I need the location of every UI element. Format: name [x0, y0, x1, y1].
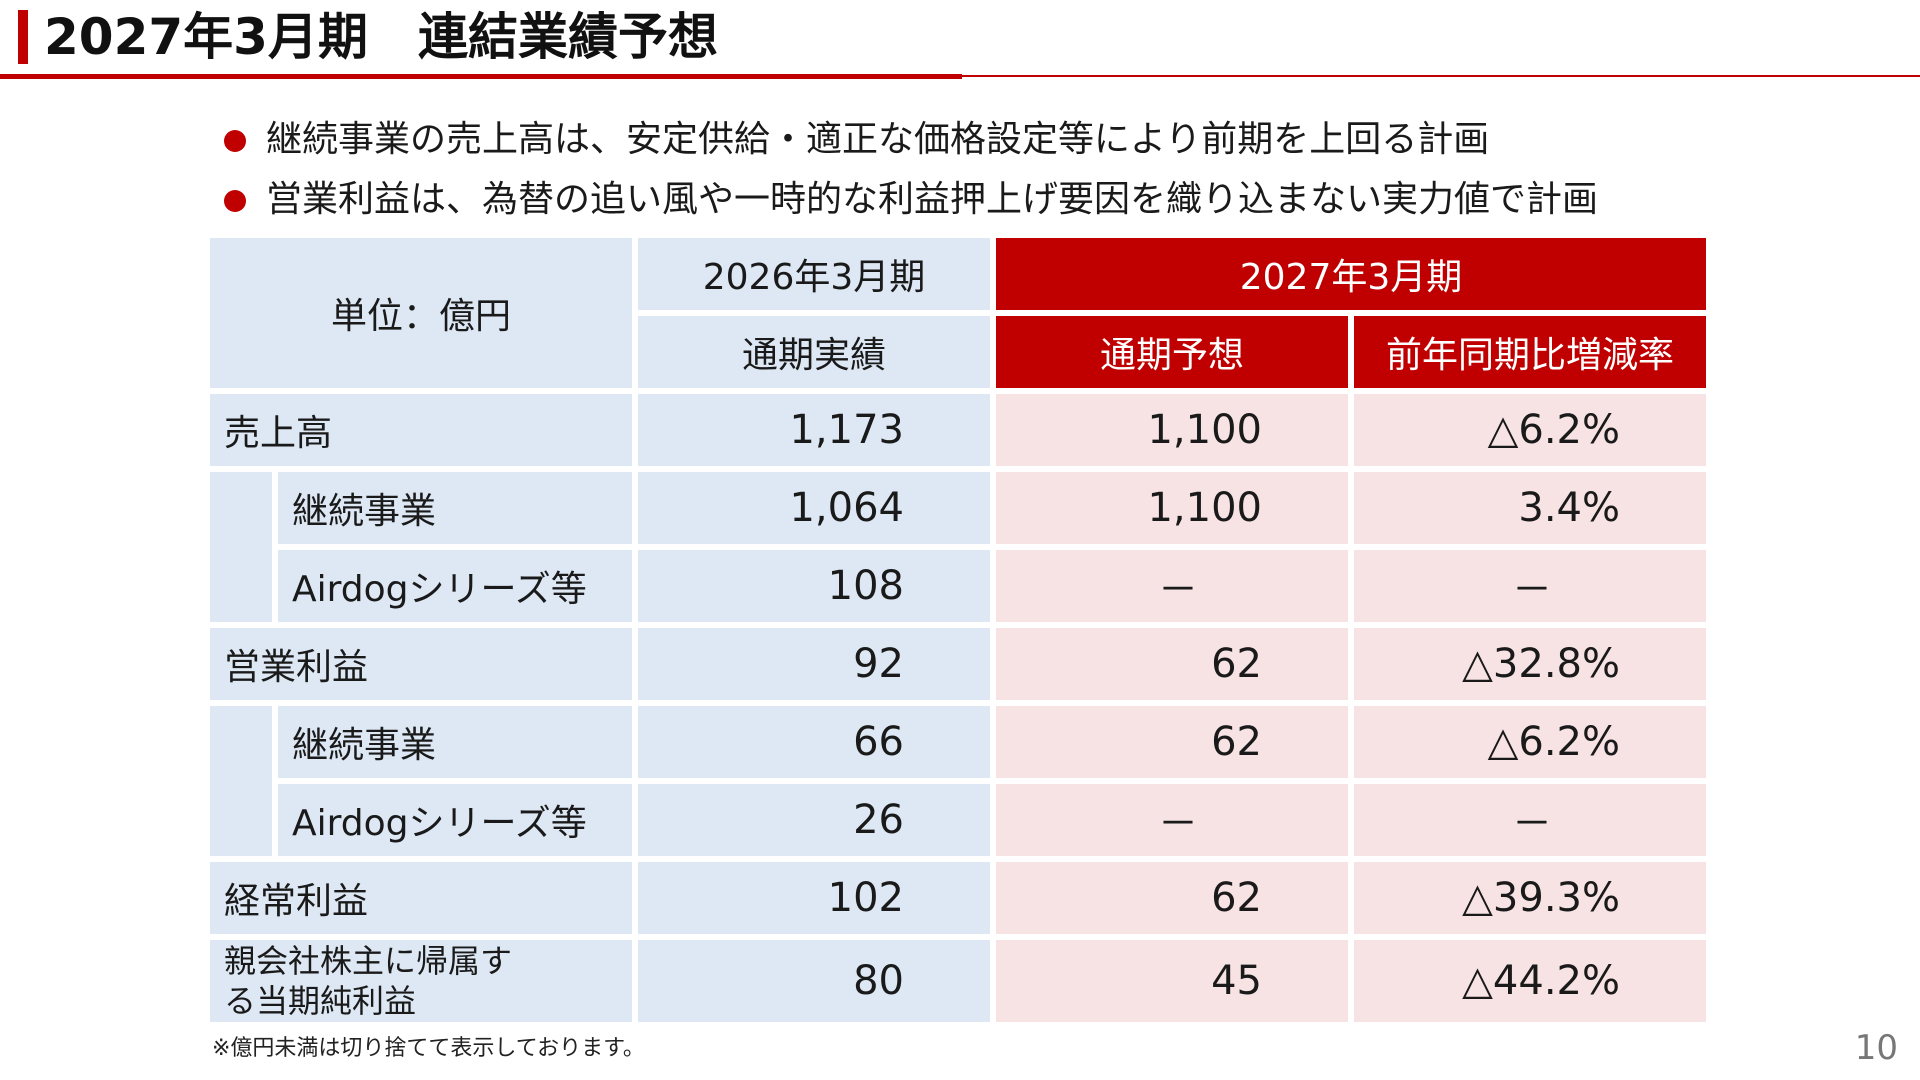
col-forecast-header: 通期予想: [996, 316, 1348, 388]
cell-forecast: －: [996, 550, 1348, 622]
indent-block: [210, 706, 272, 856]
cell-forecast: 1,100: [996, 394, 1348, 466]
cell-actual: 66: [638, 706, 990, 778]
row-label-airdog: Airdogシリーズ等: [278, 784, 632, 856]
row-label-airdog: Airdogシリーズ等: [278, 550, 632, 622]
cell-actual: 108: [638, 550, 990, 622]
title-underline-thin: [962, 75, 1920, 77]
col-actual-header: 通期実績: [638, 316, 990, 388]
cell-forecast: 45: [996, 940, 1348, 1022]
row-label-continuing: 継続事業: [278, 706, 632, 778]
indent-block: [210, 472, 272, 622]
cell-actual: 80: [638, 940, 990, 1022]
bullet-list: 継続事業の売上高は、安定供給・適正な価格設定等により前期を上回る計画 営業利益は…: [222, 110, 1598, 230]
cell-forecast: 62: [996, 628, 1348, 700]
title-accent-bar: [18, 10, 28, 64]
bullet-item: 営業利益は、為替の追い風や一時的な利益押上げ要因を織り込まない実力値で計画: [222, 170, 1598, 230]
cell-change: △32.8%: [1354, 628, 1706, 700]
forecast-table: 単位：億円 2026年3月期 2027年3月期 通期実績 通期予想 前年同期比増…: [210, 238, 1706, 1022]
title-underline: [0, 74, 962, 79]
row-label-operating-profit: 営業利益: [210, 628, 632, 700]
cell-change: △6.2%: [1354, 394, 1706, 466]
page-number: 10: [1854, 1028, 1898, 1068]
cell-forecast: 62: [996, 706, 1348, 778]
footnote: ※億円未満は切り捨てて表示しております。: [212, 1036, 645, 1061]
bullet-item: 継続事業の売上高は、安定供給・適正な価格設定等により前期を上回る計画: [222, 110, 1598, 170]
cell-actual: 1,173: [638, 394, 990, 466]
row-label-continuing: 継続事業: [278, 472, 632, 544]
cell-actual: 102: [638, 862, 990, 934]
row-label-ordinary-profit: 経常利益: [210, 862, 632, 934]
period-next-header: 2027年3月期: [996, 238, 1706, 310]
cell-forecast: 1,100: [996, 472, 1348, 544]
cell-change: －: [1354, 784, 1706, 856]
cell-change: －: [1354, 550, 1706, 622]
cell-change: 3.4%: [1354, 472, 1706, 544]
cell-change: △44.2%: [1354, 940, 1706, 1022]
col-change-header: 前年同期比増減率: [1354, 316, 1706, 388]
row-label-sales: 売上高: [210, 394, 632, 466]
cell-forecast: －: [996, 784, 1348, 856]
cell-actual: 26: [638, 784, 990, 856]
cell-actual: 1,064: [638, 472, 990, 544]
unit-label: 単位：億円: [210, 238, 632, 388]
cell-change: △6.2%: [1354, 706, 1706, 778]
page-title: 2027年3月期 連結業績予想: [44, 8, 718, 66]
cell-change: △39.3%: [1354, 862, 1706, 934]
cell-forecast: 62: [996, 862, 1348, 934]
period-prev-header: 2026年3月期: [638, 238, 990, 310]
row-label-net-income: 親会社株主に帰属する当期純利益: [210, 940, 632, 1022]
cell-actual: 92: [638, 628, 990, 700]
